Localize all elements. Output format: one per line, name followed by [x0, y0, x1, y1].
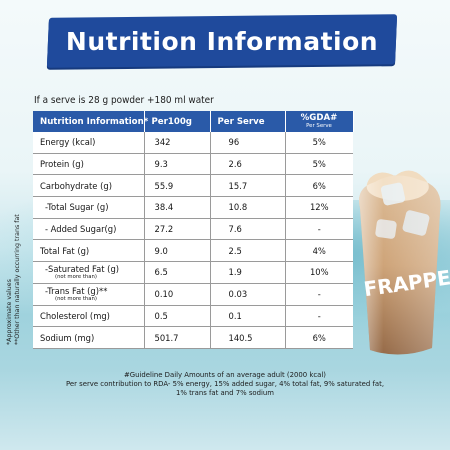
row-gda: -: [285, 305, 353, 328]
row-name: Cholesterol (mg): [33, 305, 145, 328]
row-per-serve: 0.1: [210, 305, 286, 328]
row-per100g: 501.7: [144, 326, 211, 348]
row-per-serve: 2.6: [210, 153, 286, 176]
row-name: -Saturated Fat (g): [45, 263, 120, 274]
row-qualifier: (not more than): [55, 295, 97, 302]
table-row: Cholesterol (mg) 0.5 0.1 -: [33, 305, 353, 328]
table-row: -Trans Fat (g)** (not more than) 0.10 0.…: [33, 283, 353, 306]
table-header-row: Nutrition Information* Per100g Per Serve…: [33, 111, 354, 132]
table-row: Carbohydrate (g) 55.9 15.7 6%: [33, 174, 353, 198]
row-per100g: 342: [144, 132, 211, 154]
row-per-serve: 1.9: [210, 261, 286, 284]
row-name: Carbohydrate (g): [33, 174, 145, 198]
row-per100g: 9.3: [144, 153, 211, 176]
table-row: -Total Sugar (g) 38.4 10.8 12%: [33, 196, 353, 219]
row-qualifier: (not more than): [55, 273, 97, 280]
row-gda: 4%: [285, 239, 353, 263]
footnote-rda-line1: Per serve contribution to RDA- 5% energy…: [65, 380, 385, 388]
row-gda: 10%: [285, 261, 353, 284]
row-per100g: 6.5: [144, 261, 211, 284]
table-row: Total Fat (g) 9.0 2.5 4%: [33, 239, 353, 263]
row-gda: 5%: [285, 132, 353, 154]
row-per-serve: 140.5: [210, 326, 286, 348]
row-name: Energy (kcal): [33, 132, 145, 154]
row-name: Total Fat (g): [33, 239, 145, 263]
footnote-rda-line2: 1% trans fat and 7% sodium: [175, 389, 275, 397]
row-per100g: 38.4: [144, 196, 211, 219]
frappe-glass-image: FRAPPE: [359, 170, 450, 355]
footnote: #Guideline Daily Amounts of an average a…: [0, 371, 450, 398]
row-gda: 6%: [312, 332, 326, 343]
row-per-serve: 96: [210, 132, 286, 154]
row-per100g: 27.2: [144, 218, 211, 241]
row-per-serve: 15.7: [210, 174, 286, 198]
row-name: - Added Sugar(g): [33, 218, 145, 241]
footnote-gda: #Guideline Daily Amounts of an average a…: [124, 371, 326, 379]
table-row: Protein (g) 9.3 2.6 5%: [33, 153, 353, 176]
row-per100g: 9.0: [144, 239, 211, 263]
header-per-serve: Per Serve: [210, 111, 286, 132]
serving-note: If a serve is 28 g powder +180 ml water: [34, 95, 214, 106]
row-gda: 6%: [285, 174, 353, 198]
row-name: Sodium (mg): [33, 326, 145, 348]
row-name: -Trans Fat (g)**: [45, 285, 108, 296]
row-per-serve: 2.5: [210, 239, 286, 263]
table-row: - Added Sugar(g) 27.2 7.6 -: [33, 218, 353, 241]
table-row: Energy (kcal) 342 96 5%: [33, 132, 353, 154]
row-gda: 5%: [285, 153, 353, 176]
row-per-serve: 10.8: [210, 196, 286, 219]
row-gda: 12%: [285, 196, 353, 219]
row-gda: -: [285, 283, 353, 306]
trans-fat-note: **Other than naturally occurring trans f…: [14, 214, 21, 345]
table-row: Sodium (mg) 501.7 140.5 6%: [33, 326, 353, 348]
row-per-serve: 7.6: [210, 218, 286, 241]
row-name-cell: -Trans Fat (g)** (not more than): [33, 283, 145, 306]
row-per100g: 0.5: [144, 305, 211, 328]
row-name-cell: -Saturated Fat (g) (not more than): [33, 261, 145, 284]
header-gda-sub: Per Serve: [306, 123, 332, 129]
page-title: Nutrition Information: [65, 26, 379, 56]
row-per-serve: 0.03: [210, 283, 286, 306]
row-gda: -: [285, 218, 353, 241]
side-notes: *Approximate values **Other than natural…: [6, 209, 28, 345]
row-name: -Total Sugar (g): [33, 196, 145, 219]
header-per100g: Per100g: [144, 111, 211, 132]
header-nutrient: Nutrition Information*: [33, 111, 148, 132]
row-name: Protein (g): [33, 153, 145, 176]
approximate-values-note: *Approximate values: [6, 279, 13, 345]
table-row: -Saturated Fat (g) (not more than) 6.5 1…: [33, 261, 353, 284]
header-gda: %GDA# Per Serve: [285, 111, 354, 132]
nutrition-table: Nutrition Information* Per100g Per Serve…: [33, 111, 354, 349]
row-per100g: 55.9: [144, 174, 211, 198]
header-gda-label: %GDA#: [300, 113, 338, 123]
row-per100g: 0.10: [144, 283, 211, 306]
